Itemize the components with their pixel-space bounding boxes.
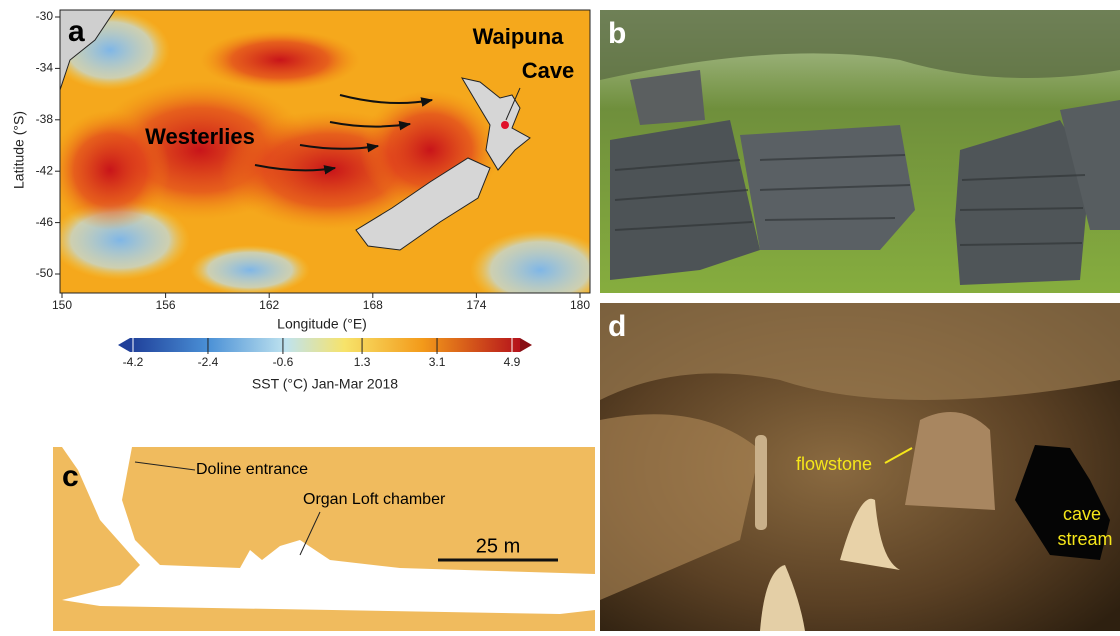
panel-label: c [62, 460, 79, 493]
cave-name: Waipuna [473, 24, 565, 49]
illustration-shape [254, 164, 337, 175]
illustration-shape [60, 110, 170, 230]
annotation: Organ Loft chamber [303, 491, 446, 508]
annotation: flowstone [796, 454, 872, 474]
photo-karst [600, 10, 1120, 293]
illustration-shape [614, 159, 741, 171]
illustration-shape [755, 435, 767, 530]
colorbar-tick-label: -4.2 [123, 355, 144, 369]
illustration-shape [614, 221, 753, 231]
annotation: cave [1063, 504, 1101, 524]
illustration-shape [200, 30, 360, 90]
illustration-shape [614, 154, 1086, 246]
colorbar-tick-label: -2.4 [198, 355, 219, 369]
y-tick-label: -42 [36, 163, 54, 177]
illustration-shape [884, 447, 913, 464]
illustration-shape [614, 189, 749, 201]
illustration-shape [759, 184, 911, 191]
illustration-shape [470, 230, 590, 293]
scale-bar-label: 25 m [476, 535, 520, 557]
illustration-shape [190, 245, 310, 293]
illustration-shape [62, 447, 595, 614]
illustration-shape [1060, 100, 1120, 230]
illustration-shape [339, 94, 434, 107]
cave-name: Cave [522, 58, 575, 83]
illustration-shape [134, 461, 196, 471]
illustration-shape [840, 498, 900, 570]
x-axis-label: Longitude (°E) [277, 316, 367, 332]
photo-cave [600, 303, 1120, 631]
y-tick-label: -30 [36, 9, 54, 23]
panel-label: d [608, 310, 626, 343]
illustration-shape [355, 157, 491, 251]
illustration-shape [505, 87, 521, 121]
illustration-shape [764, 217, 896, 221]
illustration-shape [1015, 445, 1110, 560]
y-axis-label: Latitude (°S) [11, 111, 27, 189]
y-tick-label: -38 [36, 112, 54, 126]
illustration-shape [630, 70, 705, 125]
illustration-shape [60, 10, 116, 91]
x-tick-label: 174 [466, 298, 486, 312]
y-tick-label: -46 [36, 215, 54, 229]
wind-label: Westerlies [145, 124, 255, 149]
illustration-shape [610, 120, 760, 280]
x-tick-label: 180 [570, 298, 590, 312]
illustration-shape [905, 412, 995, 510]
illustration-shape [600, 303, 1120, 400]
colorbar-high [520, 338, 532, 352]
illustration-shape [501, 121, 509, 129]
illustration-shape [600, 10, 1120, 80]
x-tick-label: 162 [259, 298, 279, 312]
x-tick-label: 156 [156, 298, 176, 312]
illustration-shape [600, 414, 760, 600]
illustration-shape [329, 120, 412, 131]
illustration-shape [961, 174, 1086, 181]
sst-map [60, 10, 590, 293]
x-tick-label: 168 [363, 298, 383, 312]
y-tick-label: -50 [36, 266, 54, 280]
map-frame [59, 9, 591, 294]
panel-label: b [608, 17, 626, 50]
colorbar [130, 338, 520, 352]
cave-survey [53, 447, 595, 631]
colorbar-tick-label: -0.6 [273, 355, 294, 369]
x-tick-label: 150 [52, 298, 72, 312]
axis-ticks: 150 156 162 168 174 180 -30 -34 -38 -42 -46 -50 [36, 9, 591, 312]
annotation: stream [1057, 529, 1112, 549]
illustration-shape [299, 142, 380, 153]
y-tick-label: -34 [36, 61, 54, 75]
colorbar-tick-label: 4.9 [504, 355, 521, 369]
illustration-shape [299, 511, 321, 556]
illustration-shape [760, 565, 805, 631]
colorbar-tick-label: 1.3 [354, 355, 371, 369]
colorbar-low [118, 338, 130, 352]
annotation: Doline entrance [196, 461, 308, 478]
illustration-shape [460, 77, 531, 171]
colorbar-ticks: -4.2 -2.4 -0.6 1.3 3.1 4.9 [123, 338, 521, 369]
colorbar-label: SST (°C) Jan-Mar 2018 [252, 376, 398, 392]
colorbar-tick-label: 3.1 [429, 355, 446, 369]
panel-label: a [68, 15, 85, 48]
illustration-shape [759, 154, 906, 161]
illustration-shape [959, 207, 1084, 211]
illustration-shape [959, 242, 1083, 246]
